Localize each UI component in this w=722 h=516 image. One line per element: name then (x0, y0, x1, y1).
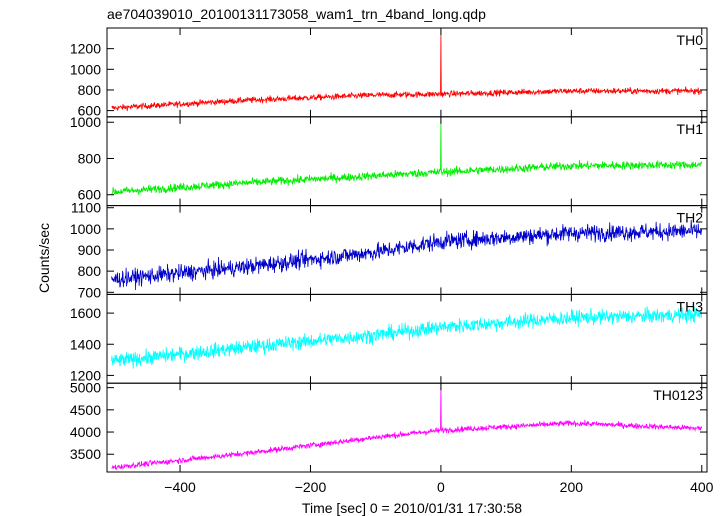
series-name-th2: TH2 (677, 210, 704, 226)
panel-frame-th0123 (106, 382, 708, 473)
x-axis-label: Time [sec] 0 = 2010/01/31 17:30:58 (302, 500, 522, 516)
series-name-th1: TH1 (677, 121, 704, 137)
series-line-th0 (111, 30, 703, 112)
y-tick-label-th3: 1200 (70, 367, 101, 383)
y-tick-label-th0123: 3500 (70, 446, 101, 462)
y-tick-label-th0123: 4000 (70, 424, 101, 440)
y-tick-label-th1: 600 (78, 187, 102, 203)
x-tick-label: 0 (437, 479, 445, 495)
x-tick-label: 200 (560, 479, 584, 495)
panels-group: 600 800 1000 1200 TH0 600 800 1000 TH1 700 800 900 1… (70, 27, 714, 495)
y-tick-label-th3: 1600 (70, 305, 101, 321)
y-tick-label-th0: 600 (78, 103, 102, 119)
series-name-th3: TH3 (677, 298, 704, 314)
y-axis-label: Counts/sec (36, 223, 52, 293)
y-tick-label-th0123: 4500 (70, 402, 101, 418)
chart-title: ae704039010_20100131173058_wam1_trn_4ban… (107, 6, 486, 22)
x-tick-label: 400 (690, 479, 714, 495)
series-line-th1 (111, 118, 703, 196)
y-tick-label-th3: 1400 (70, 336, 101, 352)
y-tick-label-th1: 800 (78, 150, 102, 166)
y-tick-label-th0123: 5000 (70, 380, 101, 396)
series-line-th3 (111, 306, 703, 369)
y-tick-label-th2: 900 (78, 242, 102, 258)
y-tick-label-th0: 1000 (70, 61, 101, 77)
y-tick-label-th1: 1000 (70, 114, 101, 130)
series-name-th0123: TH0123 (653, 387, 703, 403)
y-tick-label-th0: 1200 (70, 41, 101, 57)
y-tick-label-th2: 800 (78, 263, 102, 279)
x-tick-label: −400 (164, 479, 196, 495)
y-tick-label-th2: 1000 (70, 221, 101, 237)
y-tick-label-th0: 800 (78, 82, 102, 98)
panel-frame-th3 (106, 293, 708, 384)
series-line-th2 (111, 219, 703, 290)
panel-frame-th1 (106, 116, 708, 207)
series-name-th0: TH0 (677, 32, 704, 48)
y-tick-label-th2: 1100 (71, 200, 101, 216)
y-tick-label-th2: 700 (78, 284, 102, 300)
x-tick-label: −200 (295, 479, 327, 495)
series-line-th0123 (111, 384, 703, 471)
